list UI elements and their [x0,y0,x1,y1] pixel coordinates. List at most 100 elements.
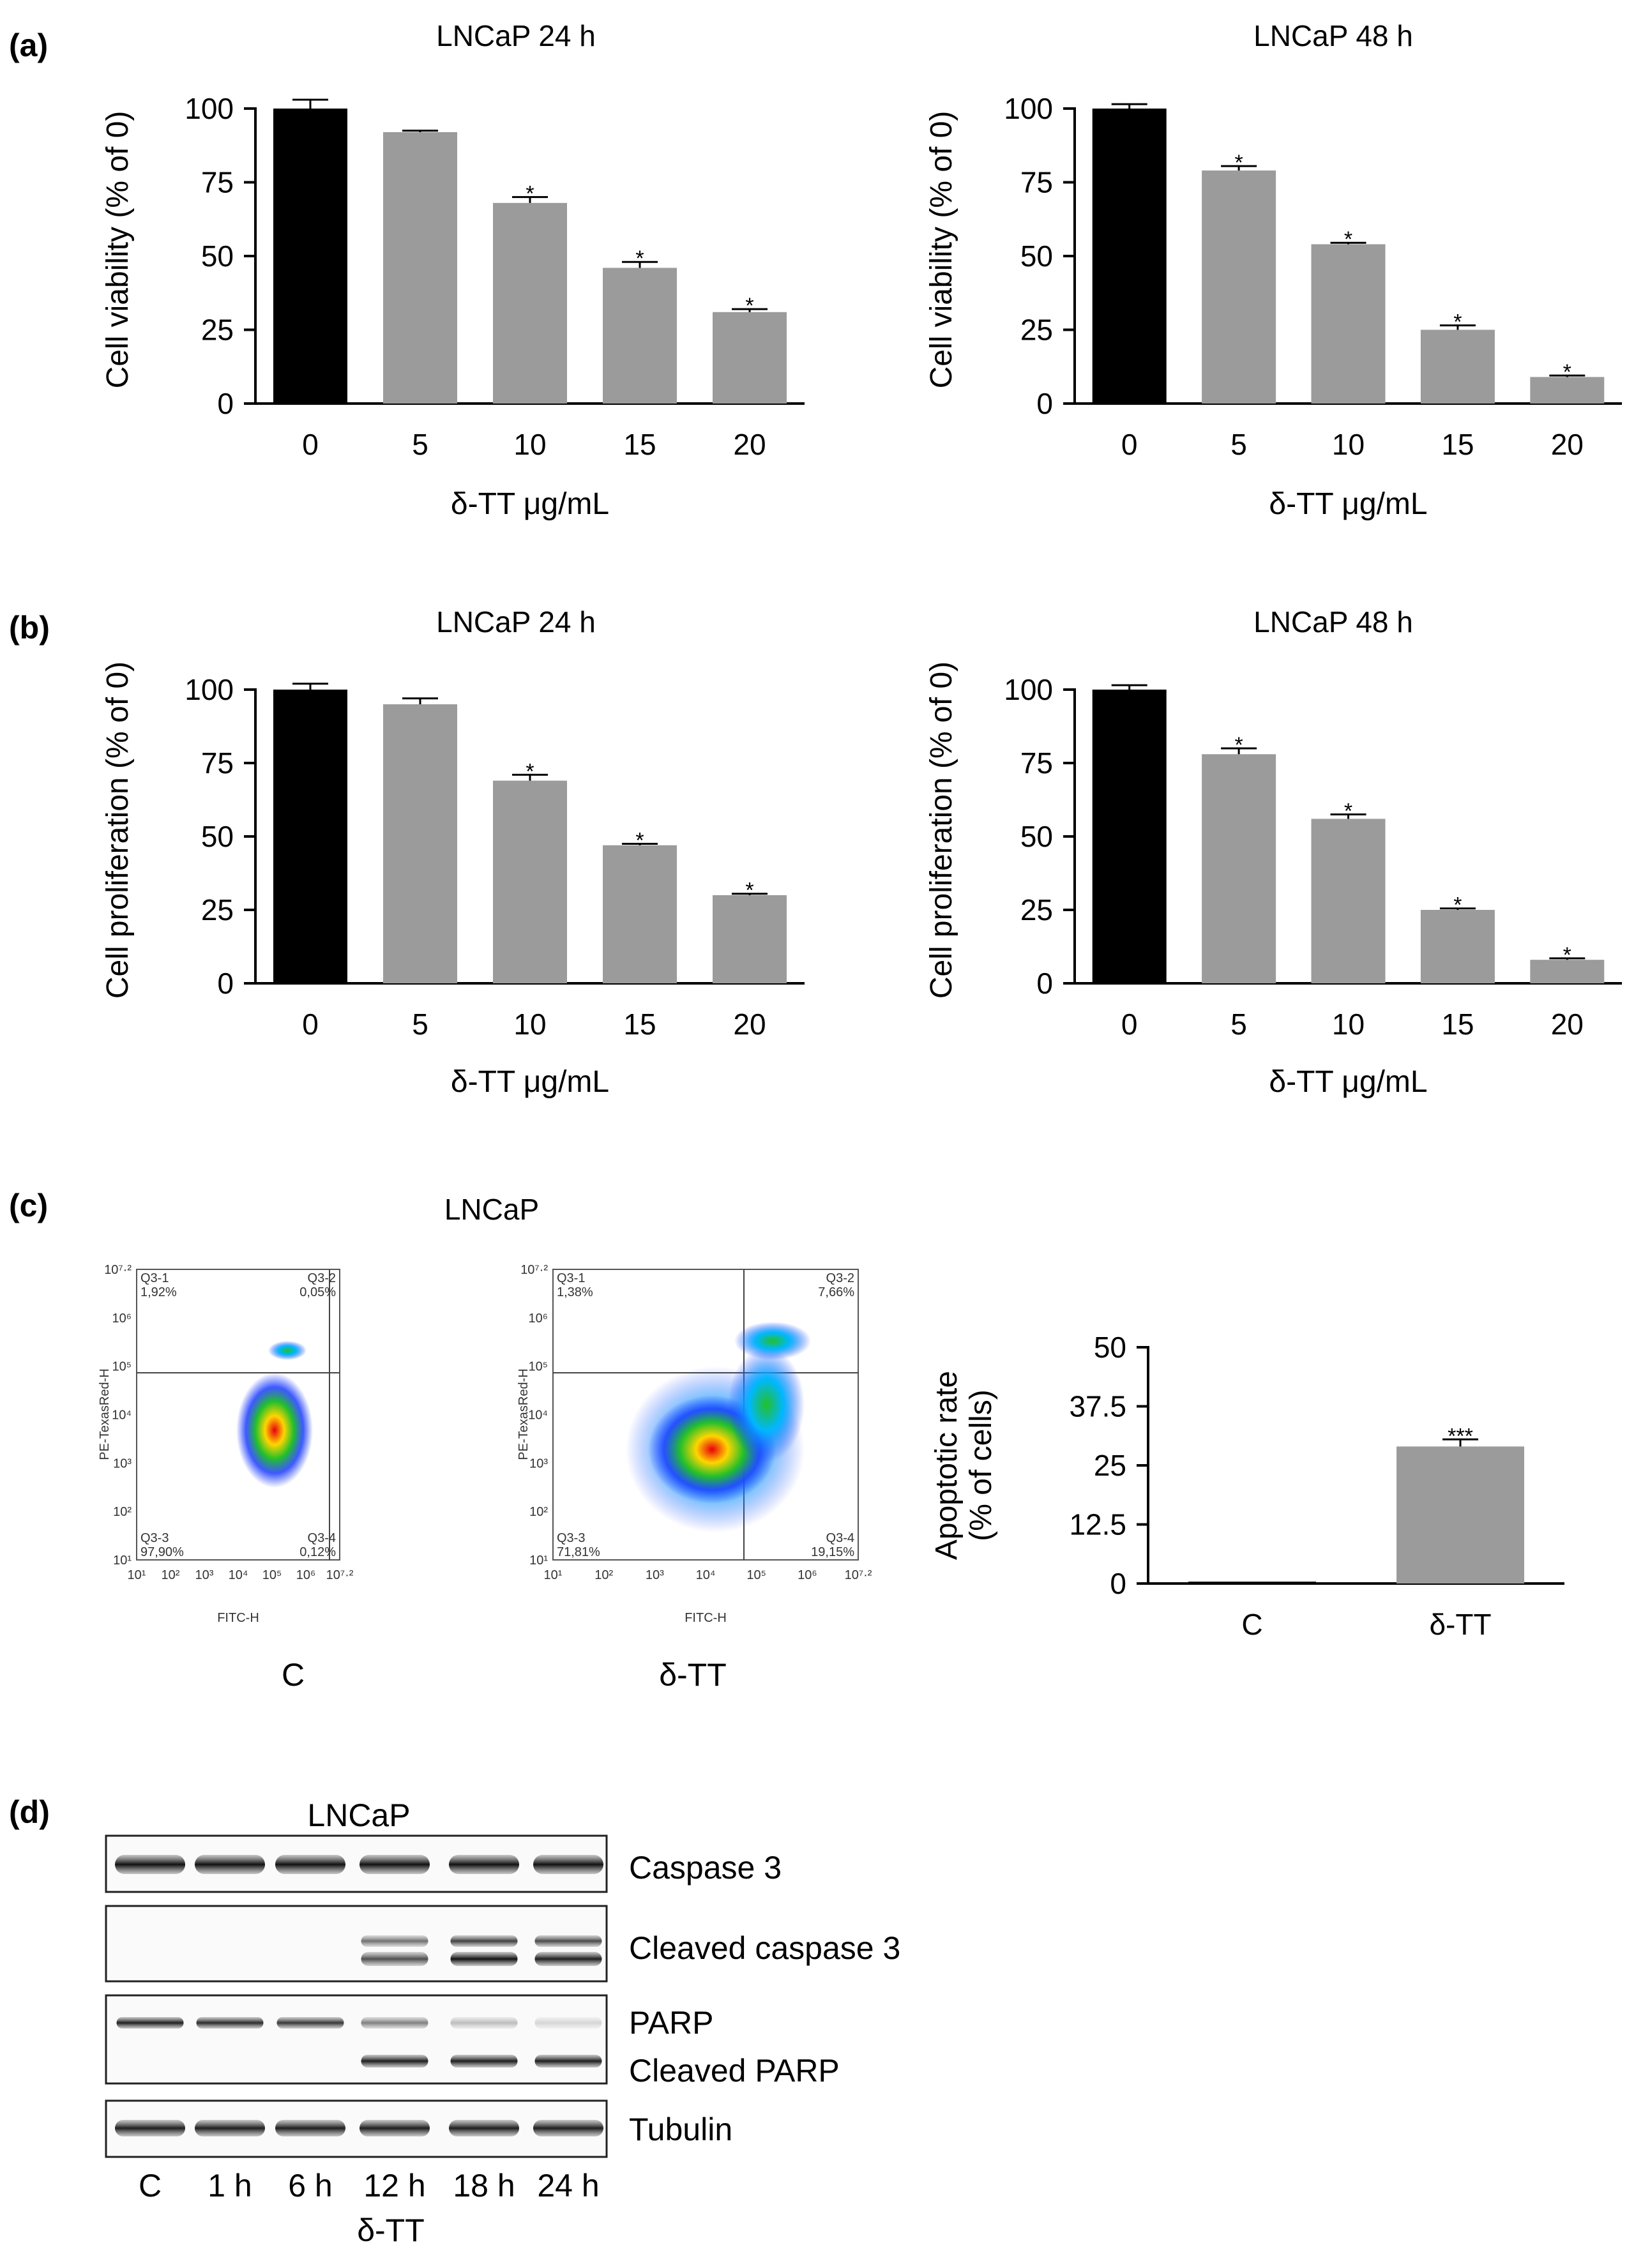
bar-10 [1311,819,1386,983]
flow-y-tick: 10⁶ [529,1312,548,1326]
q1-name: Q3-1 [557,1271,585,1285]
flow-x-tick: 10⁵ [262,1568,282,1582]
band-tubulin [195,2120,265,2136]
y-tick-label: 100 [185,673,234,706]
flow-x-tick: 10⁶ [798,1568,817,1582]
band-caspase3 [449,1855,519,1874]
band-cleaved-caspase3-lower [361,1952,428,1966]
y-axis-label: Cell proliferation (% of 0) [101,662,135,999]
x-tick-label: 15 [1441,1008,1474,1041]
blot-title: LNCaP [307,1797,410,1833]
flow-title: LNCaP [444,1193,539,1226]
blot-label-cleaved-parp: Cleaved PARP [629,2053,840,2089]
bar-15 [603,845,677,983]
x-tick-label: 10 [1332,428,1365,461]
flow-y-tick: 10¹ [113,1554,132,1568]
significance-mark: * [526,182,534,206]
flow-x-tick: 10¹ [544,1568,563,1582]
bar-10 [1311,244,1386,404]
y-tick-label: 75 [201,746,234,780]
x-tick-label: 15 [623,1008,656,1041]
y-axis-label: Cell viability (% of 0) [101,111,135,389]
bar-20 [713,312,787,404]
lane-label: 12 h [363,2168,425,2204]
x-tick-label: 20 [733,428,766,461]
y-tick-label: 0 [1036,387,1053,420]
x-tick-label: 0 [1121,1008,1138,1041]
bar-0 [273,109,347,404]
band-cleaved-parp [450,2055,518,2068]
flow-y-tick: 10² [113,1505,132,1519]
band-caspase3 [115,1855,185,1874]
x-tick-label: 10 [513,428,546,461]
panel-label-a: (a) [9,27,48,63]
lane-label: 24 h [537,2168,599,2204]
flow-x-label: FITC-H [217,1611,259,1625]
x-tick-label: 15 [1441,428,1474,461]
x-tick-label: 15 [623,428,656,461]
flow-plot-treated: Q3-1 1,38% Q3-2 7,66% Q3-3 71,81% Q3-4 1… [517,1263,872,1693]
q4-value: 19,15% [811,1545,854,1559]
blot-treatment-label: δ-TT [357,2212,425,2248]
flow-x-tick: 10³ [646,1568,664,1582]
band-cleaved-parp [361,2055,428,2068]
flow-y-tick: 10⁵ [112,1360,132,1374]
significance-mark: *** [1448,1424,1473,1448]
flow-x-tick: 10⁵ [746,1568,766,1582]
x-tick-label: 20 [1551,1008,1584,1041]
x-tick-label: 5 [412,1008,428,1041]
q2-value: 0,05% [299,1285,336,1299]
flow-y-tick: 10¹ [529,1554,548,1568]
bar-5 [1202,170,1276,404]
bar-5 [1202,754,1276,983]
significance-mark: * [1453,310,1462,335]
flow-x-tick: 10⁴ [696,1568,716,1582]
bar-15 [603,268,677,404]
bar-C [1188,1582,1316,1584]
bar-5 [383,132,457,404]
flow-plot-frame [552,1269,859,1561]
significance-mark: * [1563,360,1571,384]
bar-15 [1420,329,1495,404]
x-tick-label: 10 [513,1008,546,1041]
band-parp [450,2017,518,2029]
flow-sample-label: C [282,1657,305,1693]
flow-x-tick: 10⁶ [296,1568,315,1582]
band-caspase3 [533,1855,603,1874]
band-tubulin [449,2120,519,2136]
band-parp [534,2017,602,2029]
y-tick-label: 0 [217,967,234,1000]
band-parp [196,2017,264,2029]
chart-title: LNCaP 48 h [1253,605,1413,639]
blot-strip-caspase3 [105,1834,608,1893]
panel-label-c: (c) [9,1188,48,1223]
y-tick-label: 25 [201,314,234,347]
q4-name: Q3-4 [826,1531,854,1545]
x-axis-label: δ-TT μg/mL [451,487,609,521]
band-tubulin [275,2120,345,2136]
chart-title: LNCaP 48 h [1253,19,1413,52]
q3-value: 71,81% [557,1545,600,1559]
bar-20 [713,895,787,983]
q1-value: 1,38% [557,1285,593,1299]
q4-value: 0,12% [299,1545,336,1559]
flow-plot-control: Q3-1 1,92% Q3-2 0,05% Q3-3 97,90% Q3-4 0… [98,1263,354,1693]
y-tick-label: 75 [201,166,234,199]
significance-mark: * [1563,943,1571,967]
band-cleaved-caspase3-upper [534,1935,602,1947]
y-tick-label: 50 [201,239,234,273]
flow-density [626,1322,811,1532]
blot-strip-cleaved-caspase3 [105,1905,608,1983]
band-cleaved-caspase3-lower [534,1952,602,1966]
y-tick-label: 50 [201,820,234,853]
significance-mark: * [1453,893,1462,918]
bar-0 [273,690,347,983]
band-caspase3 [195,1855,265,1874]
x-tick-label: 10 [1332,1008,1365,1041]
significance-mark: * [1344,799,1352,824]
x-tick-label: 0 [1121,428,1138,461]
flow-y-tick: 10⁴ [528,1409,548,1423]
